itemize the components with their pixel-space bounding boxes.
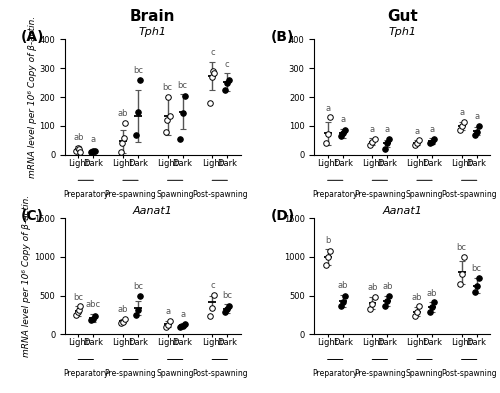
Text: Brain: Brain — [130, 9, 176, 24]
Text: c: c — [225, 60, 230, 69]
Text: bc: bc — [456, 243, 466, 252]
Text: Pre-spawning: Pre-spawning — [104, 369, 156, 378]
Text: Gut: Gut — [387, 9, 418, 24]
Text: Post-spawning: Post-spawning — [442, 189, 497, 198]
Text: Post-spawning: Post-spawning — [442, 369, 497, 378]
Text: b: b — [325, 236, 330, 245]
Text: (B): (B) — [270, 30, 294, 44]
Text: bc: bc — [133, 282, 143, 291]
Text: a: a — [165, 307, 170, 316]
Text: Pre-spawning: Pre-spawning — [354, 369, 406, 378]
Text: Spawning: Spawning — [406, 189, 444, 198]
Text: Post-spawning: Post-spawning — [192, 369, 248, 378]
Title: Aanat1: Aanat1 — [133, 206, 172, 216]
Title: Tph1: Tph1 — [388, 27, 416, 37]
Text: a: a — [340, 115, 345, 124]
Text: Preparatory: Preparatory — [312, 369, 358, 378]
Text: ab: ab — [338, 281, 348, 290]
Text: ab: ab — [426, 289, 437, 298]
Title: Aanat1: Aanat1 — [382, 206, 422, 216]
Text: (A): (A) — [21, 30, 44, 44]
Text: a: a — [180, 310, 185, 319]
Text: Spawning: Spawning — [156, 369, 194, 378]
Text: Preparatory: Preparatory — [63, 369, 108, 378]
Y-axis label: mRNA level per 10⁶ Copy of β-actin.: mRNA level per 10⁶ Copy of β-actin. — [22, 195, 32, 357]
Text: ab: ab — [118, 110, 128, 118]
Text: bc: bc — [222, 291, 232, 300]
Text: Post-spawning: Post-spawning — [192, 189, 248, 198]
Text: ab: ab — [73, 132, 84, 141]
Text: a: a — [459, 108, 464, 117]
Text: a: a — [325, 104, 330, 113]
Y-axis label: mRNA level per 10⁶ Copy of β-actin.: mRNA level per 10⁶ Copy of β-actin. — [28, 16, 36, 178]
Text: bc: bc — [133, 66, 143, 75]
Text: a: a — [90, 136, 96, 145]
Text: ab: ab — [118, 305, 128, 314]
Text: a: a — [384, 125, 390, 134]
Text: Pre-spawning: Pre-spawning — [354, 189, 406, 198]
Text: a: a — [414, 127, 420, 136]
Text: (D): (D) — [270, 209, 294, 223]
Text: Pre-spawning: Pre-spawning — [104, 189, 156, 198]
Text: Preparatory: Preparatory — [63, 189, 108, 198]
Text: Spawning: Spawning — [156, 189, 194, 198]
Text: Spawning: Spawning — [406, 369, 444, 378]
Title: Tph1: Tph1 — [139, 27, 167, 37]
Text: (C): (C) — [21, 209, 44, 223]
Text: bc: bc — [178, 81, 188, 90]
Text: a: a — [370, 125, 375, 134]
Text: Preparatory: Preparatory — [312, 189, 358, 198]
Text: ab: ab — [412, 293, 422, 302]
Text: a: a — [430, 125, 434, 134]
Text: bc: bc — [162, 83, 172, 92]
Text: c: c — [210, 281, 214, 290]
Text: bc: bc — [74, 293, 84, 302]
Text: ab: ab — [367, 283, 378, 292]
Text: bc: bc — [472, 264, 482, 273]
Text: abc: abc — [86, 300, 101, 309]
Text: c: c — [210, 48, 214, 57]
Text: a: a — [474, 112, 479, 121]
Text: ab: ab — [382, 282, 392, 291]
